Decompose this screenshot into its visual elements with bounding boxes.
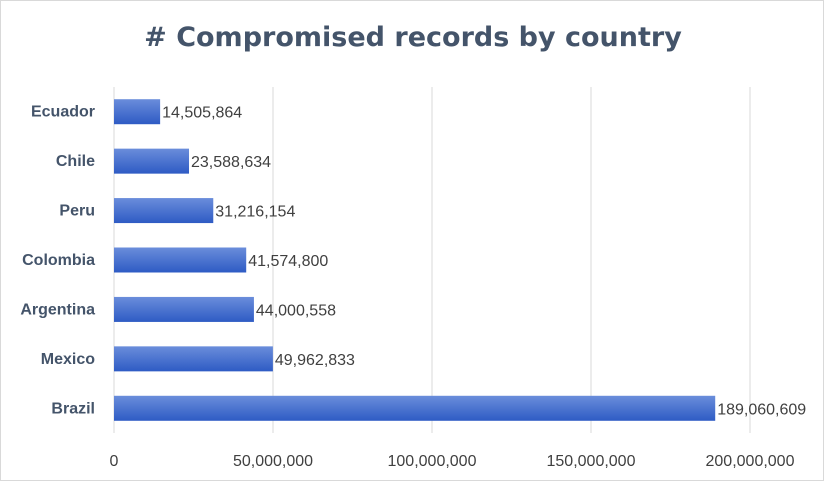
x-tick-label: 0: [110, 453, 119, 470]
data-label: 189,060,609: [717, 401, 806, 418]
x-tick-label: 100,000,000: [388, 453, 477, 470]
data-label: 44,000,558: [256, 302, 336, 319]
x-tick-label: 50,000,000: [233, 453, 313, 470]
bar-peru: [114, 198, 214, 224]
bar-ecuador: [114, 99, 161, 125]
category-label: Chile: [56, 153, 95, 170]
category-label: Mexico: [41, 351, 95, 368]
category-label: Colombia: [22, 252, 95, 269]
x-tick-label: 200,000,000: [706, 453, 795, 470]
category-label: Ecuador: [31, 104, 95, 121]
category-label: Peru: [59, 203, 95, 220]
category-label: Argentina: [20, 301, 95, 318]
data-label: 14,505,864: [162, 105, 242, 122]
bar-chile: [114, 148, 190, 174]
data-label: 41,574,800: [248, 253, 328, 270]
bar-colombia: [114, 247, 247, 273]
data-label: 31,216,154: [215, 204, 295, 221]
data-label: 49,962,833: [275, 352, 355, 369]
bar-brazil: [114, 395, 716, 421]
x-tick-label: 150,000,000: [547, 453, 636, 470]
chart-title: # Compromised records by country: [144, 22, 682, 53]
bar-mexico: [114, 346, 273, 372]
data-label: 23,588,634: [191, 154, 271, 171]
bar-argentina: [114, 296, 254, 322]
category-label: Brazil: [51, 400, 95, 417]
